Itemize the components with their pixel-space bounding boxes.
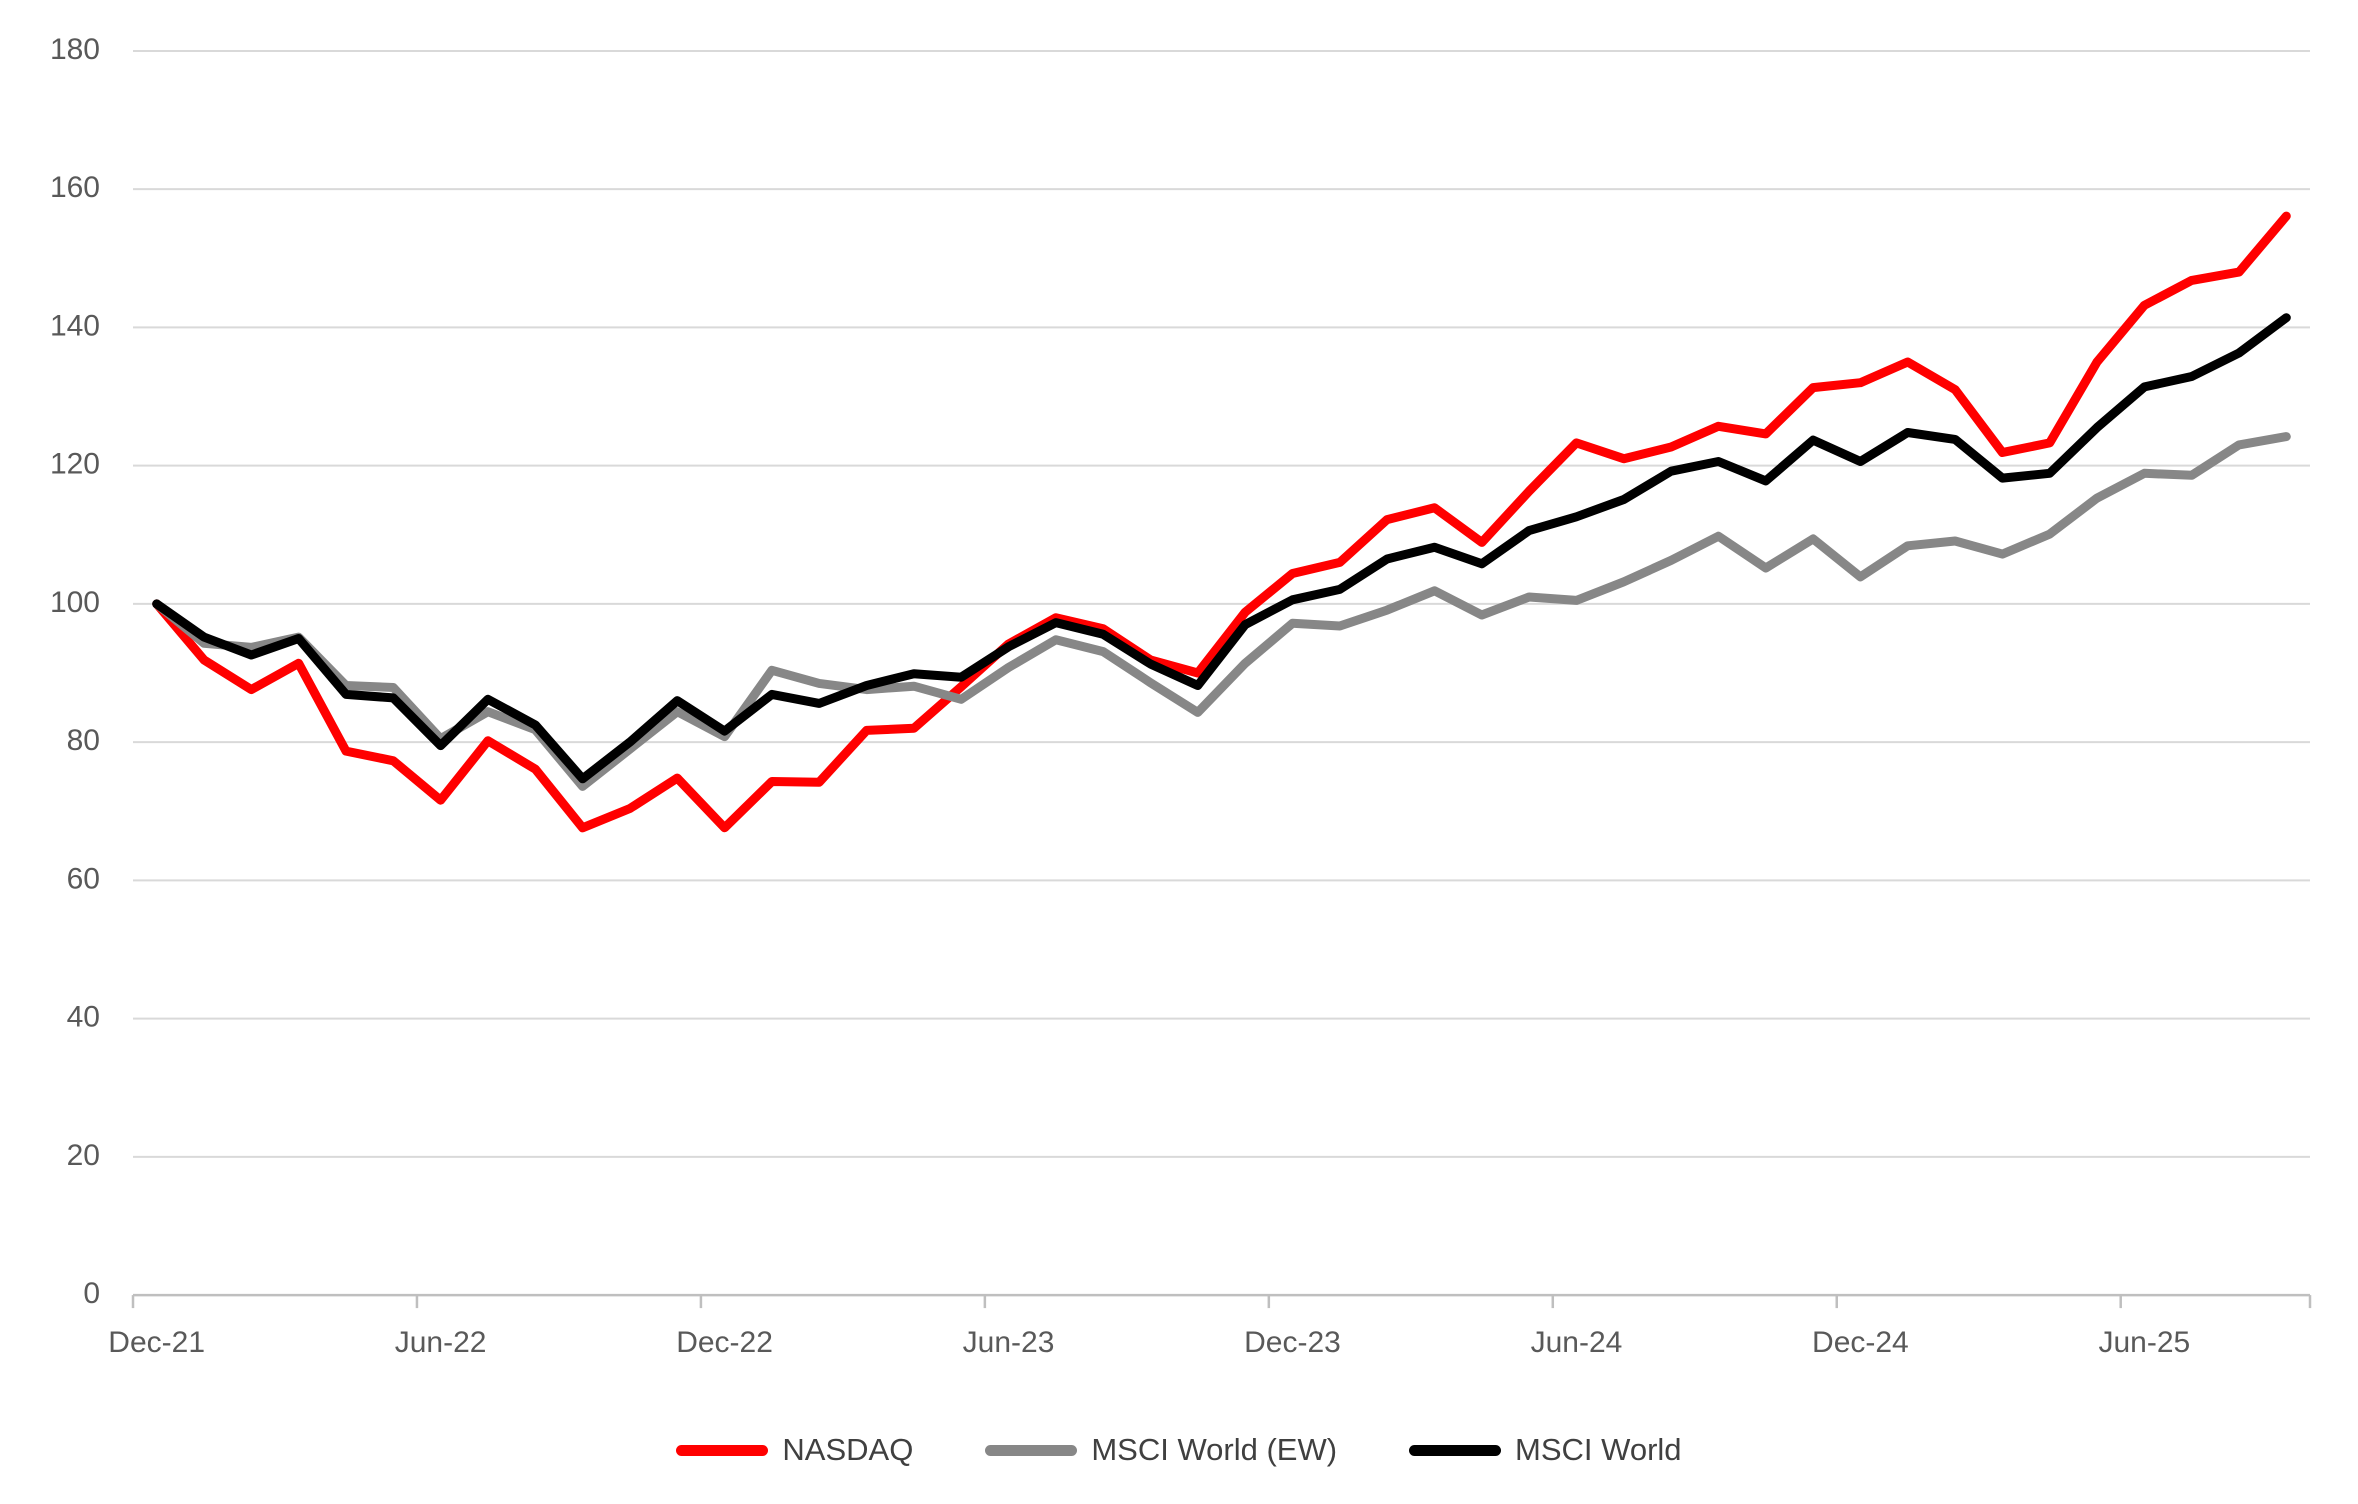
legend-label-nasdaq: NASDAQ	[782, 1432, 914, 1467]
legend-label-msci-world: MSCI World	[1515, 1432, 1682, 1467]
y-axis-tick-label-100: 100	[50, 586, 100, 619]
y-axis-tick-label-120: 120	[50, 448, 100, 481]
legend-label-msci-world-ew: MSCI World (EW)	[1091, 1432, 1338, 1467]
y-axis-tick-label-60: 60	[67, 862, 100, 895]
y-axis-tick-label-40: 40	[67, 1001, 100, 1034]
legend-item-nasdaq: NASDAQ	[676, 1432, 913, 1468]
y-axis-tick-label-0: 0	[83, 1277, 100, 1310]
x-axis-tick-label-Jun-22: Jun-22	[395, 1326, 487, 1359]
x-axis-tick-label-Dec-21: Dec-21	[108, 1326, 205, 1359]
legend-item-msci-world-ew: MSCI World (EW)	[985, 1432, 1337, 1468]
x-axis-tick-label-Dec-24: Dec-24	[1812, 1326, 1909, 1359]
nasdaq-line-swatch	[676, 1444, 769, 1456]
series-line-msci-world-ew	[152, 432, 2291, 791]
msci-world-line-swatch	[1409, 1444, 1502, 1456]
y-axis-tick-label-160: 160	[50, 171, 100, 204]
x-axis-tick-label-Jun-24: Jun-24	[1531, 1326, 1623, 1359]
x-axis-tick-label-Dec-23: Dec-23	[1244, 1326, 1341, 1359]
series-line-nasdaq	[152, 211, 2291, 833]
series-line-msci-world	[152, 313, 2291, 784]
x-axis-tick-label-Dec-22: Dec-22	[676, 1326, 773, 1359]
legend-item-msci-world: MSCI World	[1409, 1432, 1682, 1468]
chart-legend: NASDAQ MSCI World (EW) MSCI World	[0, 1432, 2358, 1468]
x-axis-tick-label-Jun-23: Jun-23	[963, 1326, 1055, 1359]
msci-world-ew-line-swatch	[985, 1444, 1078, 1456]
x-axis-tick-label-Jun-25: Jun-25	[2098, 1326, 2190, 1359]
y-axis-tick-label-80: 80	[67, 724, 100, 757]
y-axis-tick-label-140: 140	[50, 309, 100, 342]
y-axis-tick-label-180: 180	[50, 33, 100, 66]
y-axis-tick-label-20: 20	[67, 1139, 100, 1172]
